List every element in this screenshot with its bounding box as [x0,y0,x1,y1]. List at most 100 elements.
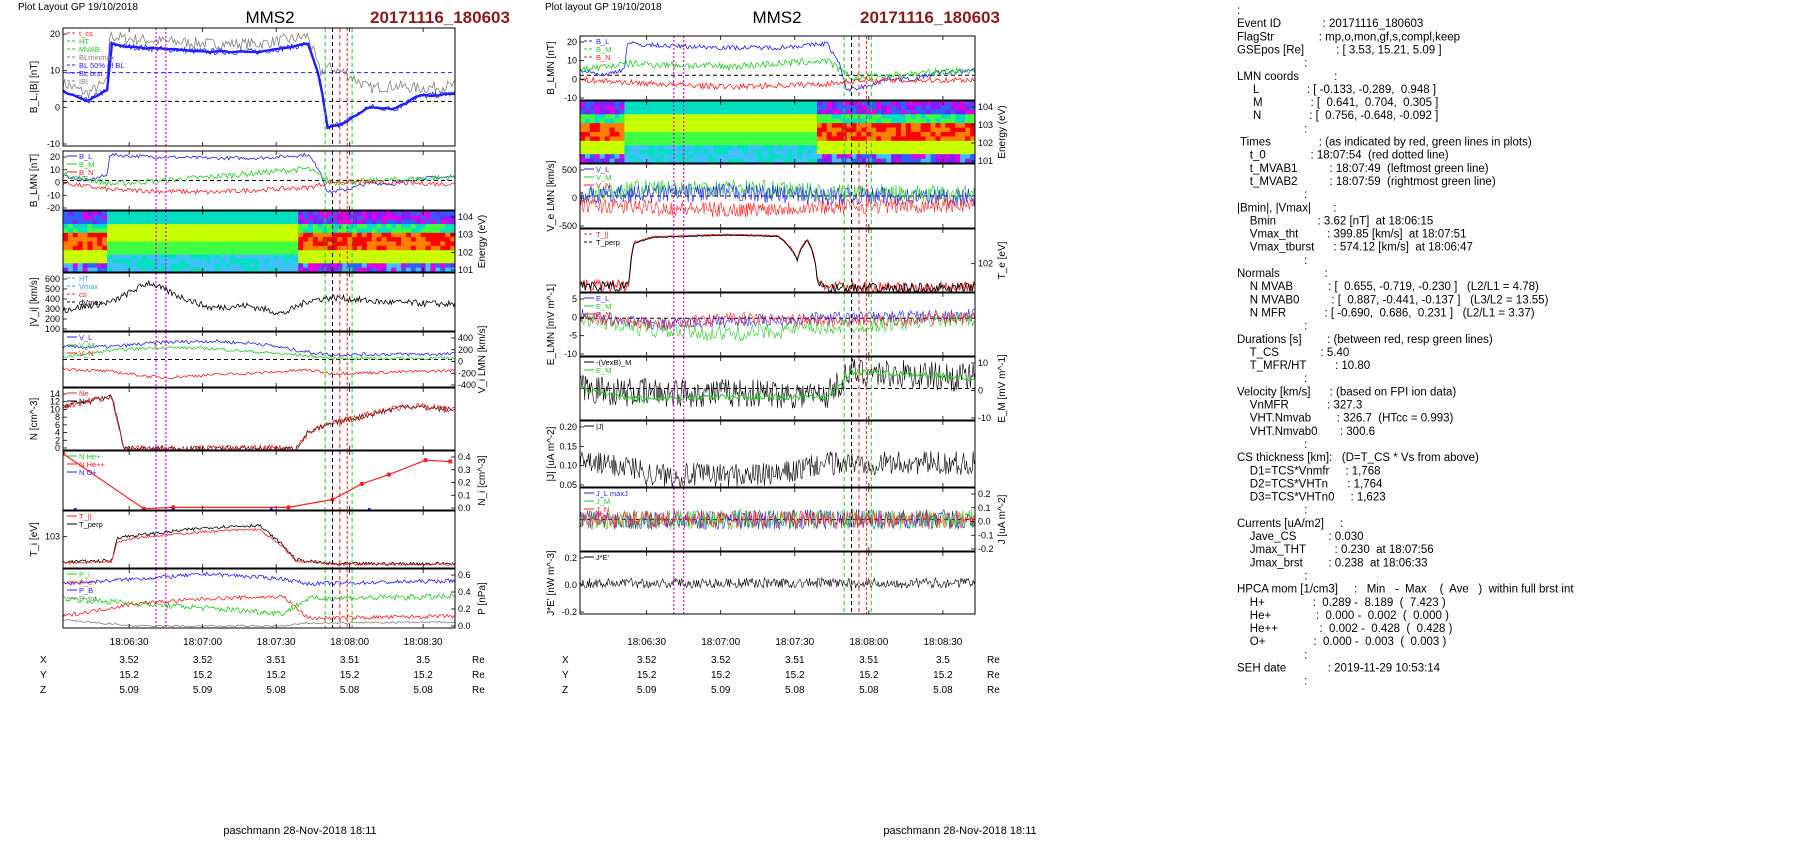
spectrogram-cell [900,105,907,111]
spectrogram-cell [72,224,79,230]
spectrogram-cell [210,263,216,269]
spectrogram-cell [886,136,892,142]
spectrogram-cell [905,105,912,111]
spectrogram-cell [180,245,187,251]
spectrogram-cell [624,109,630,115]
spectrogram-cell [634,105,640,111]
spectrogram-cell [234,228,240,234]
spectrogram-cell [871,136,877,142]
spectrogram-cell [77,224,84,230]
spectrogram-cell [757,109,764,115]
spectrogram-cell [821,145,828,151]
position-value: 15.2 [933,670,953,681]
info-line: N MFR : [ -0.690, 0.686, 0.231 ] (L2/L1 … [1237,307,1535,319]
spectrogram-cell [708,101,714,107]
spectrogram-cell [190,232,196,238]
spectrogram-cell [584,109,591,115]
spectrogram-cell [905,140,912,146]
spectrogram-cell [935,136,942,142]
spectrogram-cell [366,215,373,221]
spectrogram-cell [861,154,867,160]
spectrogram-cell [107,263,113,269]
y-tick-label: 10 [50,165,60,175]
spectrogram-cell [970,123,975,129]
spectrogram-cell [239,258,245,264]
spectrogram-cell [156,232,162,238]
spectrogram-cell [195,232,201,238]
spectrogram-cell [619,149,626,155]
position-unit: Re [472,655,485,666]
spectrogram-cell [807,101,813,107]
spectrogram-cell [876,136,882,142]
spectrogram-cell [190,245,196,251]
spectrogram-cell [298,258,304,264]
spectrogram-cell [688,101,695,107]
panel-content [63,451,453,510]
y-axis-label-right: T_e [eV] [997,241,1008,279]
spectrogram-cell [826,158,833,163]
spectrogram-cell [649,127,655,133]
info-line: Vmax_tht : 399.85 [km/s] at 18:07:51 [1237,229,1466,241]
spectrogram-cell [347,241,353,247]
spectrogram-cell [386,258,392,264]
spectrogram-cell [747,105,754,111]
spectrogram-cell [347,263,353,269]
spectrogram-cell [180,228,187,234]
spectrogram-cell [733,105,739,111]
spectrogram-cell [219,245,226,251]
spectrogram-cell [930,109,937,115]
spectrogram-cell [112,219,118,225]
spectrogram-cell [312,228,319,234]
spectrogram-cell [742,105,749,111]
spectrogram-cell [121,258,128,264]
spectrogram-cell [599,101,606,107]
spectrogram-cell [896,109,902,115]
spectrogram-cell [244,219,250,225]
spectrogram-cell [772,132,779,138]
legend-entry: t_cs [79,29,93,38]
spectrogram-cell [347,250,353,256]
spectrogram-cell [698,127,705,133]
time-tick-label: 18:08:30 [404,637,443,648]
spectrogram-cell [357,224,363,230]
spectrogram-cell [599,132,606,138]
spectrogram-cell [131,263,138,269]
spectrogram-cell [663,118,670,124]
spectrogram-cell [910,109,917,115]
spectrogram-cell [738,101,744,107]
spectrogram-cell [293,228,299,234]
spectrogram-cell [308,224,314,230]
spectrogram-cell [718,109,724,115]
panel-frame [62,150,456,211]
spectrogram-cell [396,245,402,251]
spectrogram-cell [634,109,640,115]
spectrogram-cell [896,105,902,111]
spectrogram-cell [146,211,152,216]
position-value: 15.2 [340,670,360,681]
spectrogram-cell [312,254,319,260]
spectrogram-cell [415,232,422,238]
spectrogram-cell [131,241,138,247]
spectrogram-cell [102,237,108,243]
spectrogram-cell [278,245,285,251]
spectrogram-cell [195,245,201,251]
spectrogram-cell [970,132,975,138]
spectrogram-cell [787,149,793,155]
spectrogram-cell [239,245,245,251]
spectrogram-cell [322,241,329,247]
spectrogram-cell [288,241,294,247]
spectrogram-cell [668,114,675,120]
spectrogram-cell [156,267,162,272]
spectrogram-cell [886,149,892,155]
spectrogram-cell [703,145,709,151]
position-unit: Re [987,670,1000,681]
spectrogram-cell [831,123,838,129]
spectrogram-cell [386,224,392,230]
spectrogram-cell [141,241,147,247]
info-line: He++ : 0.002 - 0.428 ( 0.428 ) [1237,623,1453,635]
spectrogram-cell [817,127,823,133]
spectrogram-cell [293,263,299,269]
spectrogram-cell [87,215,93,221]
spectrogram-cell [63,250,69,256]
spectrogram-cell [777,145,784,151]
